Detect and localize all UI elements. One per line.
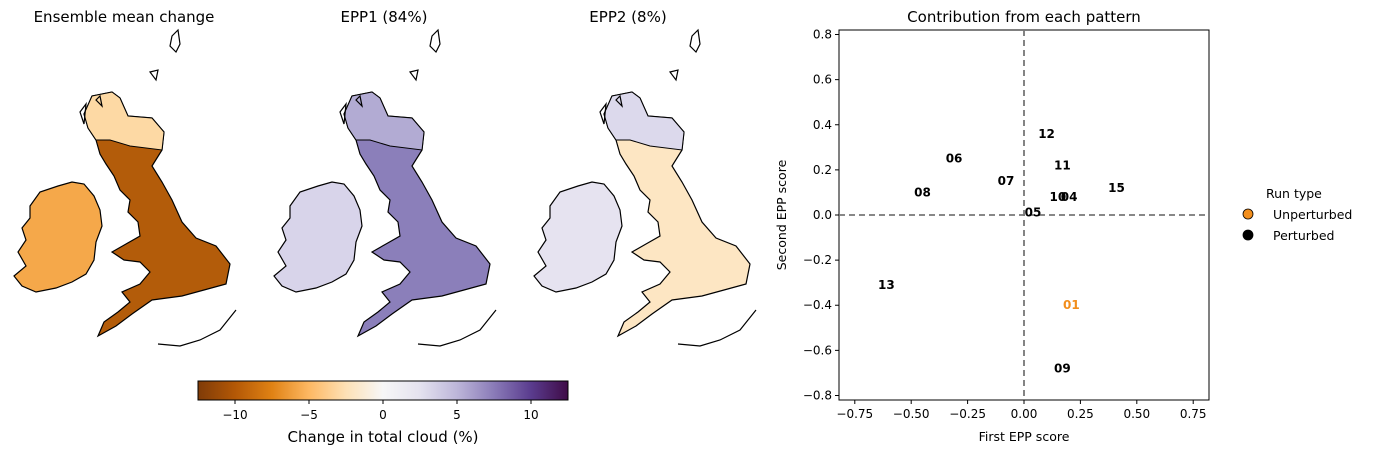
point-label-09: 09 (1054, 361, 1071, 375)
map-title-epp2: EPP2 (8%) (589, 8, 666, 26)
point-label-12: 12 (1038, 127, 1055, 141)
point-label-05: 05 (1025, 206, 1042, 220)
colorbar-tick-label: 5 (453, 408, 461, 422)
y-tick-label: −0.6 (803, 343, 832, 357)
ireland-map (533, 181, 623, 293)
point-label-06: 06 (946, 152, 963, 166)
colorbar-tick-label: 0 (379, 408, 387, 422)
chart-title: Contribution from each pattern (907, 8, 1141, 26)
colorbar-tick-label: −5 (300, 408, 318, 422)
y-tick-label: −0.2 (803, 253, 832, 267)
islands (339, 28, 497, 347)
x-tick-label: 0.00 (1011, 407, 1038, 421)
colorbar: −10 −5 0 5 10 Change in total cloud (%) (197, 380, 569, 446)
colorbar-ticks: −10 −5 0 5 10 (222, 400, 539, 422)
legend-label-perturbed: Perturbed (1273, 228, 1334, 243)
islands (79, 28, 237, 347)
y-tick-label: −0.8 (803, 388, 832, 402)
map-panel-epp2: EPP2 (8%) (533, 8, 757, 347)
point-label-04: 04 (1061, 190, 1078, 204)
legend-label-unperturbed: Unperturbed (1273, 207, 1352, 222)
map-title-epp1: EPP1 (84%) (341, 8, 428, 26)
scatter-chart: Contribution from each pattern −0.75 −0.5… (774, 8, 1210, 444)
x-tick-label: −0.25 (949, 407, 986, 421)
y-axis-ticks: −0.8 −0.6 −0.4 −0.2 0.0 0.2 0.4 0.6 0.8 (803, 28, 839, 402)
y-tick-label: 0.4 (813, 118, 832, 132)
point-label-07: 07 (998, 174, 1015, 188)
map-panel-ensemble: Ensemble mean change (13, 8, 237, 347)
y-tick-label: 0.0 (813, 208, 832, 222)
islands (599, 28, 757, 347)
point-labels: 01 04 05 06 07 08 09 10 11 12 13 15 (878, 127, 1125, 376)
y-tick-label: 0.2 (813, 163, 832, 177)
point-label-10: 10 (1049, 190, 1066, 204)
point-label-13: 13 (878, 278, 895, 292)
x-tick-label: 0.25 (1067, 407, 1094, 421)
colorbar-tick-label: 10 (523, 408, 538, 422)
x-tick-label: −0.50 (893, 407, 930, 421)
scotland-north-shade (83, 91, 165, 151)
y-tick-label: 0.6 (813, 73, 832, 87)
y-tick-label: −0.4 (803, 298, 832, 312)
ireland-map (13, 181, 103, 293)
map-title-ensemble: Ensemble mean change (34, 8, 215, 26)
point-label-01: 01 (1063, 298, 1080, 312)
y-tick-label: 0.8 (813, 28, 832, 42)
point-label-15: 15 (1108, 181, 1125, 195)
reference-lines (839, 30, 1209, 400)
x-tick-label: 0.50 (1123, 407, 1150, 421)
legend-entries: Unperturbed Perturbed (1242, 207, 1352, 243)
legend-marker-unperturbed (1242, 208, 1254, 220)
colorbar-label: Change in total cloud (%) (287, 428, 478, 446)
scotland-north-shade (603, 91, 685, 151)
map-panel-epp1: EPP1 (84%) (273, 8, 497, 347)
legend: Run type Unperturbed Perturbed (1242, 186, 1352, 243)
x-tick-label: −0.75 (836, 407, 873, 421)
scotland-north-shade (343, 91, 425, 151)
y-axis-label: Second EPP score (774, 159, 789, 270)
colorbar-tick-label: −10 (222, 408, 247, 422)
colorbar-bar (197, 380, 569, 401)
legend-marker-perturbed (1242, 229, 1254, 241)
point-label-11: 11 (1054, 158, 1071, 172)
x-axis-ticks: −0.75 −0.50 −0.25 0.00 0.25 0.50 0.75 (836, 400, 1207, 421)
point-label-08: 08 (914, 185, 931, 199)
x-axis-label: First EPP score (979, 429, 1070, 444)
legend-title: Run type (1266, 186, 1322, 201)
x-tick-label: 0.75 (1180, 407, 1207, 421)
ireland-map (273, 181, 363, 293)
